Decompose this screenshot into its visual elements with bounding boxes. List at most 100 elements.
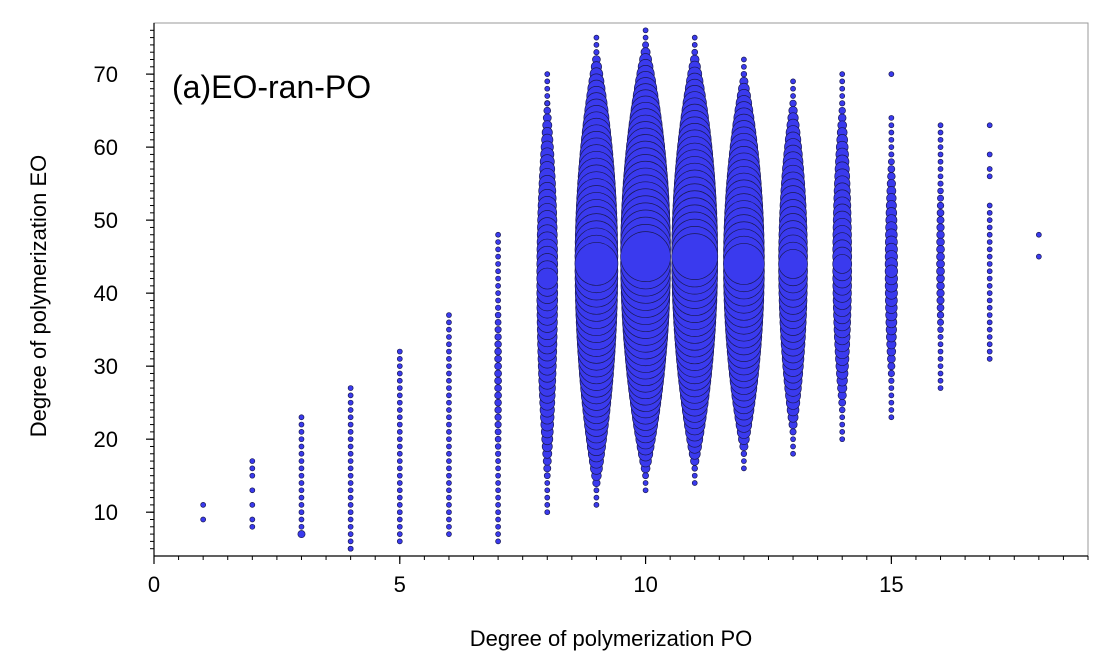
bubble	[495, 502, 501, 508]
bubble	[936, 289, 945, 298]
bubble	[936, 223, 945, 232]
bubble	[298, 465, 305, 472]
bubble	[937, 180, 944, 187]
bubble	[446, 326, 452, 333]
bubble	[446, 523, 452, 530]
bubble	[446, 319, 452, 326]
bubble	[396, 370, 403, 377]
bubble	[495, 538, 501, 545]
bubble	[446, 414, 452, 421]
bubble	[494, 398, 502, 407]
bubble	[544, 93, 551, 99]
bubble	[446, 509, 452, 516]
bubble	[494, 376, 502, 385]
bubble	[741, 63, 747, 70]
bubble	[544, 71, 551, 77]
bubble	[839, 429, 846, 435]
bubble	[544, 100, 551, 107]
y-tick-label: 20	[94, 427, 118, 452]
bubble	[884, 264, 898, 278]
bubble	[936, 274, 945, 283]
bubble	[888, 414, 895, 421]
bubble	[789, 428, 797, 436]
bubble	[297, 530, 306, 539]
bubble	[544, 502, 551, 508]
bubble	[347, 414, 354, 421]
major-ticks	[146, 23, 1088, 564]
bubble	[986, 151, 993, 158]
bubble	[495, 246, 501, 253]
bubble	[298, 494, 305, 501]
bubble	[347, 502, 354, 508]
bubble	[887, 165, 896, 173]
bubble	[986, 341, 993, 348]
bubble	[936, 252, 945, 261]
bubble	[494, 362, 502, 371]
bubble	[986, 253, 993, 260]
bubble	[543, 464, 552, 473]
bubble	[249, 516, 256, 523]
bubble	[888, 122, 895, 129]
bubble	[347, 407, 354, 413]
bubble	[936, 230, 945, 239]
bubble	[396, 472, 403, 479]
bubble	[495, 487, 501, 494]
bubble	[790, 93, 796, 99]
bubble	[936, 201, 945, 210]
bubble	[937, 363, 944, 370]
bubble	[790, 436, 796, 443]
chart-title: (a)EO-ran-PO	[172, 69, 371, 105]
bubble	[494, 435, 502, 443]
bubble	[839, 85, 846, 92]
bubble	[986, 122, 993, 129]
bubble	[298, 443, 305, 450]
bubble	[986, 166, 993, 172]
bubble	[446, 348, 452, 355]
bubble	[937, 151, 944, 158]
bubble	[298, 429, 305, 435]
bubble	[937, 136, 944, 143]
bubble	[986, 202, 993, 209]
bubble	[937, 385, 944, 391]
bubble	[986, 319, 993, 326]
bubble	[543, 472, 551, 480]
bubble	[642, 41, 650, 49]
y-tick-label: 10	[94, 500, 118, 525]
bubble	[347, 436, 354, 443]
bubble	[347, 443, 354, 450]
bubble	[347, 421, 354, 428]
bubble	[347, 494, 354, 501]
bubble	[446, 356, 452, 362]
bubble	[691, 465, 698, 472]
bubble	[495, 304, 502, 311]
bubble	[936, 209, 945, 217]
bubble	[936, 266, 945, 276]
bubble	[347, 399, 354, 406]
bubble	[298, 450, 305, 457]
bubble	[544, 78, 551, 85]
bubble	[347, 545, 354, 552]
bubble	[937, 318, 944, 326]
bubble	[494, 340, 502, 348]
bubble	[936, 281, 945, 291]
bubble	[1035, 253, 1042, 260]
bubble	[986, 312, 993, 318]
bubble	[446, 494, 452, 501]
bubble	[543, 106, 552, 115]
bubble	[642, 472, 649, 480]
bubble	[396, 429, 403, 435]
bubble	[593, 502, 600, 508]
bubble	[494, 428, 502, 436]
bubble	[396, 509, 403, 516]
bubble	[298, 516, 305, 523]
bubble	[200, 502, 207, 508]
bubble	[839, 71, 846, 77]
bubble	[446, 363, 452, 370]
bubble	[937, 333, 944, 340]
bubble	[986, 209, 993, 216]
bubble	[298, 436, 305, 443]
bubble	[986, 173, 993, 180]
bubble	[446, 341, 452, 348]
bubble	[986, 246, 993, 253]
bubble	[723, 243, 765, 285]
